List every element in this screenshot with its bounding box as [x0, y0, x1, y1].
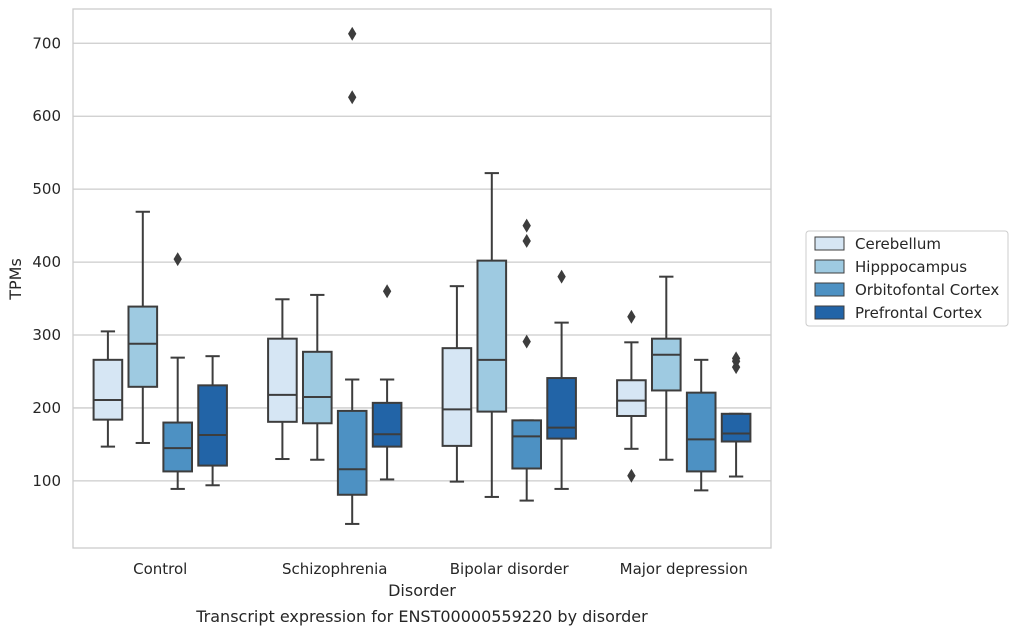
legend-frame — [805, 230, 1009, 327]
box-body — [476, 259, 508, 413]
figure-caption: Transcript expression for ENST0000055922… — [195, 607, 648, 626]
box-body — [511, 419, 543, 470]
y-tick-label: 100 — [32, 472, 61, 490]
outlier-point — [173, 252, 182, 267]
x-tick-label: Schizophrenia — [282, 560, 387, 578]
box-body — [162, 421, 194, 473]
y-tick-label: 400 — [32, 253, 61, 271]
box-body — [92, 358, 124, 421]
box-orbitofontal-cortex — [336, 26, 368, 525]
box-cerebellum — [92, 330, 124, 448]
x-tick-label: Control — [133, 560, 187, 578]
outlier-point — [348, 26, 357, 41]
legend-swatch — [814, 305, 845, 320]
x-tick-label: Major depression — [620, 560, 748, 578]
legend: Cerebellum Hipppocampus Orbitofontal Corte… — [805, 230, 1009, 327]
box-prefrontal-cortex — [546, 269, 577, 490]
outlier-point — [627, 468, 636, 483]
box-orbitofontal-cortex — [685, 358, 717, 492]
box-hipppocampus — [301, 293, 333, 461]
legend-label: Orbitofontal Cortex — [855, 281, 999, 299]
legend-swatch — [814, 282, 845, 297]
box-body — [616, 379, 647, 417]
box-body — [441, 347, 473, 447]
box-body — [301, 350, 333, 425]
outlier-point — [731, 351, 741, 366]
legend-label: Prefrontal Cortex — [855, 304, 982, 322]
y-axis-ticks: 100 200 300 400 500 600 700 — [32, 34, 61, 490]
y-tick-label: 700 — [32, 34, 61, 52]
box-orbitofontal-cortex — [162, 252, 194, 490]
box-prefrontal-cortex — [720, 351, 752, 478]
box-hipppocampus — [650, 275, 682, 461]
box-body — [650, 337, 682, 392]
outlier-point — [522, 334, 531, 349]
box-orbitofontal-cortex — [511, 218, 543, 502]
y-tick-label: 500 — [32, 180, 61, 198]
y-axis-label: TPMs — [6, 258, 25, 301]
box-body — [197, 384, 228, 467]
box-body — [267, 337, 298, 423]
box-prefrontal-cortex — [197, 355, 228, 487]
outlier-point — [557, 269, 566, 284]
outlier-point — [522, 233, 531, 248]
box-groups — [92, 26, 752, 525]
box-hipppocampus — [476, 172, 508, 498]
legend-swatch — [814, 259, 845, 274]
box-body — [127, 305, 159, 388]
box-body — [336, 409, 368, 496]
x-tick-label: Bipolar disorder — [450, 560, 570, 578]
outlier-point — [522, 218, 531, 233]
box-body — [685, 391, 717, 473]
y-tick-label: 600 — [32, 107, 61, 125]
x-axis-label: Disorder — [388, 581, 456, 600]
x-axis-ticks: Control Schizophrenia Bipolar disorder Majo… — [133, 560, 748, 578]
y-tick-label: 300 — [32, 326, 61, 344]
y-tick-label: 200 — [32, 399, 61, 417]
box-cerebellum — [267, 298, 298, 461]
box-body — [720, 412, 752, 443]
box-cerebellum — [616, 309, 647, 483]
legend-label: Hipppocampus — [855, 258, 967, 276]
box-body — [371, 401, 403, 448]
legend-label: Cerebellum — [855, 235, 941, 253]
legend-swatch — [814, 236, 845, 251]
box-hipppocampus — [127, 210, 159, 444]
outlier-point — [382, 284, 392, 299]
grid-lines — [73, 42, 771, 482]
outlier-point — [627, 309, 636, 324]
box-prefrontal-cortex — [371, 284, 403, 481]
outlier-point — [348, 90, 357, 105]
box-cerebellum — [441, 285, 473, 483]
plot-area-frame — [72, 8, 772, 549]
box-body — [546, 377, 577, 440]
